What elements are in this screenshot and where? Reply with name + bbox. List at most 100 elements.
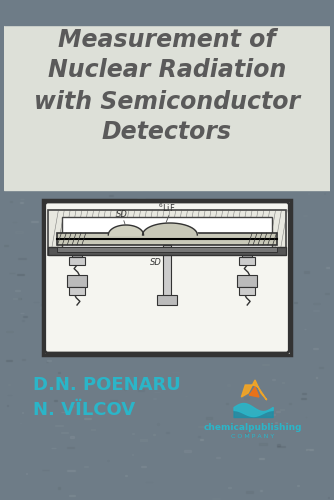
Bar bbox=[20, 422, 21, 423]
Bar bbox=[13, 298, 20, 300]
Bar bbox=[169, 152, 174, 153]
Bar bbox=[179, 186, 181, 187]
Bar bbox=[313, 303, 320, 304]
Bar bbox=[58, 372, 60, 374]
Bar bbox=[82, 214, 88, 216]
Bar bbox=[137, 198, 145, 199]
Bar bbox=[188, 213, 192, 214]
Bar bbox=[103, 62, 104, 63]
Bar bbox=[24, 85, 30, 86]
Bar bbox=[184, 450, 191, 452]
Bar bbox=[85, 380, 91, 382]
Bar bbox=[43, 200, 291, 355]
Bar bbox=[22, 320, 24, 322]
Bar bbox=[68, 344, 74, 345]
Bar bbox=[256, 310, 263, 311]
Text: with Semiconductor: with Semiconductor bbox=[34, 90, 300, 114]
Bar bbox=[306, 449, 313, 450]
Bar bbox=[282, 329, 286, 330]
Bar bbox=[141, 16, 146, 17]
Bar bbox=[173, 341, 179, 342]
Bar bbox=[241, 11, 244, 12]
Text: C O M P A N Y: C O M P A N Y bbox=[231, 434, 275, 440]
Bar bbox=[245, 433, 247, 434]
Bar bbox=[70, 406, 74, 407]
Bar bbox=[160, 252, 163, 253]
Bar bbox=[244, 216, 248, 217]
Bar bbox=[173, 244, 177, 246]
Bar bbox=[31, 221, 38, 222]
Bar bbox=[313, 348, 318, 350]
Bar bbox=[276, 411, 280, 412]
Bar bbox=[69, 287, 85, 295]
Bar bbox=[15, 231, 23, 232]
Bar bbox=[43, 200, 291, 355]
Bar bbox=[174, 294, 175, 296]
Bar bbox=[20, 198, 24, 199]
Bar bbox=[35, 25, 39, 26]
Bar bbox=[45, 50, 52, 51]
Bar bbox=[186, 347, 187, 348]
Bar bbox=[198, 426, 204, 427]
Bar bbox=[317, 98, 322, 100]
Bar bbox=[65, 4, 71, 6]
Bar bbox=[260, 490, 262, 491]
Bar bbox=[252, 106, 254, 107]
Bar bbox=[153, 379, 158, 380]
Bar bbox=[316, 377, 317, 378]
Bar bbox=[67, 275, 87, 287]
Bar bbox=[145, 182, 152, 184]
Text: SD: SD bbox=[116, 210, 128, 219]
Bar bbox=[57, 247, 277, 252]
Bar bbox=[272, 379, 275, 380]
Bar bbox=[306, 177, 313, 178]
Bar bbox=[275, 422, 278, 424]
Bar bbox=[69, 436, 74, 438]
Bar bbox=[305, 328, 306, 330]
Text: Nuclear Radiation: Nuclear Radiation bbox=[48, 58, 286, 82]
Bar bbox=[158, 24, 161, 25]
Bar bbox=[266, 109, 271, 110]
Bar bbox=[277, 446, 285, 447]
Bar bbox=[161, 217, 169, 218]
Bar bbox=[321, 146, 325, 148]
Bar bbox=[210, 332, 213, 333]
Bar bbox=[217, 96, 221, 98]
Bar bbox=[84, 466, 88, 467]
Bar bbox=[184, 300, 190, 302]
Bar bbox=[242, 252, 252, 257]
Bar bbox=[40, 306, 41, 308]
Bar bbox=[87, 186, 90, 188]
Bar bbox=[153, 398, 156, 399]
Bar bbox=[125, 84, 131, 85]
Bar bbox=[67, 294, 72, 295]
Bar bbox=[140, 440, 147, 441]
Bar bbox=[161, 115, 168, 116]
Bar bbox=[198, 436, 200, 437]
Bar bbox=[212, 498, 220, 499]
Bar bbox=[319, 367, 323, 368]
Bar bbox=[30, 173, 37, 174]
Bar bbox=[138, 389, 144, 390]
Bar bbox=[132, 454, 133, 455]
Bar bbox=[43, 72, 50, 74]
Bar bbox=[17, 274, 24, 275]
Bar bbox=[161, 108, 167, 109]
Bar bbox=[108, 460, 109, 461]
Bar bbox=[217, 14, 225, 15]
Bar bbox=[125, 286, 131, 288]
Bar bbox=[54, 400, 57, 401]
Bar bbox=[6, 360, 12, 361]
Text: chemicalpublishing: chemicalpublishing bbox=[204, 422, 302, 432]
Bar bbox=[49, 160, 56, 161]
Bar bbox=[153, 107, 159, 108]
Bar bbox=[166, 266, 167, 267]
Bar bbox=[15, 290, 20, 291]
Bar bbox=[252, 139, 256, 140]
Bar bbox=[72, 252, 82, 257]
Bar bbox=[48, 172, 52, 173]
Bar bbox=[62, 217, 272, 248]
Bar bbox=[4, 245, 8, 246]
Bar bbox=[39, 163, 42, 164]
Bar bbox=[325, 292, 329, 294]
